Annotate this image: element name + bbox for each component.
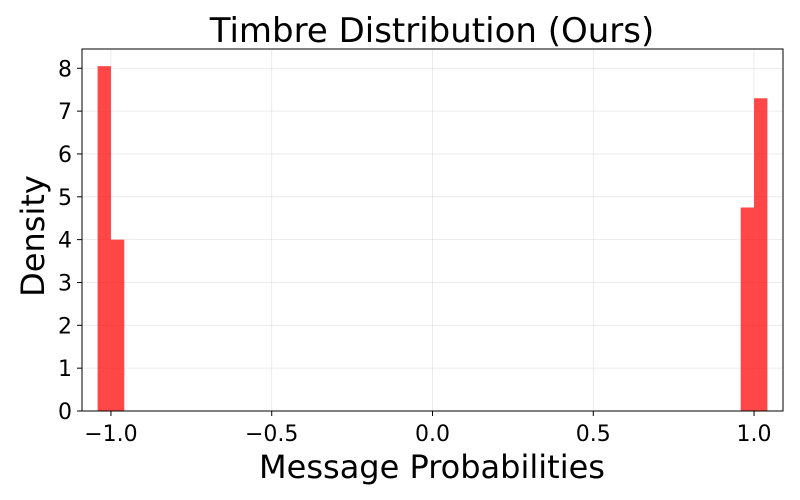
x-axis-label: Message Probabilities — [259, 448, 605, 486]
y-tick-label: 4 — [58, 229, 72, 254]
x-tick-label: −0.5 — [245, 422, 298, 447]
histogram-bar — [740, 207, 755, 411]
y-tick-label: 6 — [58, 143, 72, 168]
y-tick-label: 5 — [58, 186, 72, 211]
histogram-bar — [97, 66, 111, 411]
grid-lines — [82, 49, 783, 412]
y-tick-label: 2 — [58, 314, 72, 339]
x-tick-label: 0.0 — [415, 422, 450, 447]
x-tick-label: 1.0 — [737, 422, 772, 447]
y-tick-label: 3 — [58, 271, 72, 296]
y-axis-ticks: 0 1 2 3 4 5 6 7 8 — [58, 57, 82, 425]
y-axis-label: Density — [14, 175, 52, 297]
y-tick-label: 0 — [58, 400, 72, 425]
y-tick-label: 8 — [58, 57, 72, 82]
chart-title: Timbre Distribution (Ours) — [209, 11, 655, 51]
y-tick-label: 7 — [58, 100, 72, 125]
histogram-bar — [754, 98, 768, 412]
histogram-bar — [110, 239, 125, 411]
x-tick-label: 0.5 — [576, 422, 611, 447]
x-axis-ticks: −1.0 −0.5 0.0 0.5 1.0 — [84, 411, 772, 447]
y-tick-label: 1 — [58, 357, 72, 382]
bars — [97, 66, 768, 412]
x-tick-label: −1.0 — [84, 422, 137, 447]
